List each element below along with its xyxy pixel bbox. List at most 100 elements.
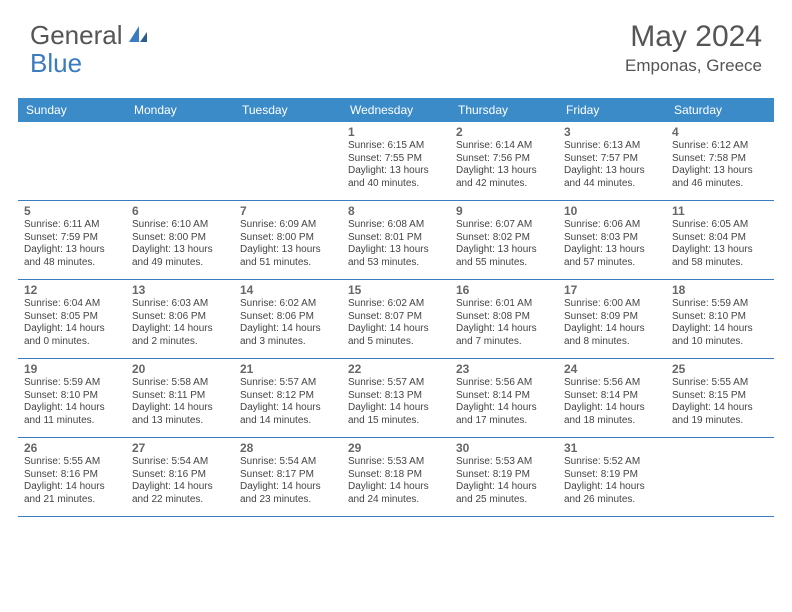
daylight-line: Daylight: 14 hours [24,481,120,494]
sunset-line: Sunset: 8:16 PM [132,469,228,482]
daylight-line: and 55 minutes. [456,257,552,270]
daylight-line: and 26 minutes. [564,494,660,507]
sunrise-line: Sunrise: 5:53 AM [456,456,552,469]
page-header: General May 2024 Emponas, Greece [0,0,792,82]
day-number: 19 [24,362,120,376]
day-cell [18,122,126,200]
day-cell: 9Sunrise: 6:07 AMSunset: 8:02 PMDaylight… [450,201,558,279]
daylight-line: and 3 minutes. [240,336,336,349]
sunrise-line: Sunrise: 5:54 AM [240,456,336,469]
daylight-line: and 46 minutes. [672,178,768,191]
day-cell: 22Sunrise: 5:57 AMSunset: 8:13 PMDayligh… [342,359,450,437]
sunrise-line: Sunrise: 5:56 AM [564,377,660,390]
daylight-line: Daylight: 14 hours [672,323,768,336]
calendar: SundayMondayTuesdayWednesdayThursdayFrid… [0,98,792,517]
daylight-line: Daylight: 14 hours [132,323,228,336]
sunrise-line: Sunrise: 5:59 AM [672,298,768,311]
day-number: 23 [456,362,552,376]
day-cell: 12Sunrise: 6:04 AMSunset: 8:05 PMDayligh… [18,280,126,358]
day-number: 22 [348,362,444,376]
daylight-line: Daylight: 14 hours [132,481,228,494]
daylight-line: and 21 minutes. [24,494,120,507]
weekday-header: Friday [558,98,666,122]
sunrise-line: Sunrise: 5:54 AM [132,456,228,469]
day-cell: 28Sunrise: 5:54 AMSunset: 8:17 PMDayligh… [234,438,342,516]
sunset-line: Sunset: 8:13 PM [348,390,444,403]
sunset-line: Sunset: 7:57 PM [564,153,660,166]
day-number: 6 [132,204,228,218]
weekday-header: Sunday [18,98,126,122]
day-number: 25 [672,362,768,376]
daylight-line: and 51 minutes. [240,257,336,270]
weekday-header: Saturday [666,98,774,122]
week-row: 5Sunrise: 6:11 AMSunset: 7:59 PMDaylight… [18,201,774,280]
daylight-line: and 15 minutes. [348,415,444,428]
sunset-line: Sunset: 8:07 PM [348,311,444,324]
sunrise-line: Sunrise: 5:56 AM [456,377,552,390]
day-number: 27 [132,441,228,455]
day-number: 28 [240,441,336,455]
sunrise-line: Sunrise: 6:01 AM [456,298,552,311]
sunset-line: Sunset: 8:12 PM [240,390,336,403]
daylight-line: Daylight: 14 hours [564,323,660,336]
week-row: 26Sunrise: 5:55 AMSunset: 8:16 PMDayligh… [18,438,774,517]
daylight-line: and 40 minutes. [348,178,444,191]
daylight-line: Daylight: 14 hours [672,402,768,415]
day-number: 21 [240,362,336,376]
day-cell: 30Sunrise: 5:53 AMSunset: 8:19 PMDayligh… [450,438,558,516]
weekday-header: Tuesday [234,98,342,122]
day-number: 20 [132,362,228,376]
sunset-line: Sunset: 8:10 PM [672,311,768,324]
day-cell: 17Sunrise: 6:00 AMSunset: 8:09 PMDayligh… [558,280,666,358]
sunrise-line: Sunrise: 6:04 AM [24,298,120,311]
sunset-line: Sunset: 8:16 PM [24,469,120,482]
day-number: 2 [456,125,552,139]
title-block: May 2024 Emponas, Greece [625,20,762,76]
day-number: 29 [348,441,444,455]
day-number: 11 [672,204,768,218]
day-number: 14 [240,283,336,297]
day-number: 10 [564,204,660,218]
daylight-line: and 7 minutes. [456,336,552,349]
sunset-line: Sunset: 8:19 PM [564,469,660,482]
day-number: 4 [672,125,768,139]
day-cell: 3Sunrise: 6:13 AMSunset: 7:57 PMDaylight… [558,122,666,200]
sunrise-line: Sunrise: 6:13 AM [564,140,660,153]
daylight-line: Daylight: 13 hours [564,244,660,257]
weekday-header: Thursday [450,98,558,122]
day-cell: 8Sunrise: 6:08 AMSunset: 8:01 PMDaylight… [342,201,450,279]
daylight-line: Daylight: 14 hours [456,323,552,336]
sunset-line: Sunset: 7:59 PM [24,232,120,245]
daylight-line: Daylight: 13 hours [348,244,444,257]
sunrise-line: Sunrise: 6:02 AM [240,298,336,311]
day-cell [666,438,774,516]
weekday-header: Wednesday [342,98,450,122]
daylight-line: and 57 minutes. [564,257,660,270]
sunrise-line: Sunrise: 5:57 AM [240,377,336,390]
sunset-line: Sunset: 7:55 PM [348,153,444,166]
day-cell: 6Sunrise: 6:10 AMSunset: 8:00 PMDaylight… [126,201,234,279]
day-number: 1 [348,125,444,139]
day-cell: 24Sunrise: 5:56 AMSunset: 8:14 PMDayligh… [558,359,666,437]
day-cell: 19Sunrise: 5:59 AMSunset: 8:10 PMDayligh… [18,359,126,437]
day-cell: 23Sunrise: 5:56 AMSunset: 8:14 PMDayligh… [450,359,558,437]
sunset-line: Sunset: 8:18 PM [348,469,444,482]
day-cell: 26Sunrise: 5:55 AMSunset: 8:16 PMDayligh… [18,438,126,516]
sunset-line: Sunset: 8:04 PM [672,232,768,245]
day-cell: 2Sunrise: 6:14 AMSunset: 7:56 PMDaylight… [450,122,558,200]
sunrise-line: Sunrise: 6:09 AM [240,219,336,232]
day-cell: 14Sunrise: 6:02 AMSunset: 8:06 PMDayligh… [234,280,342,358]
daylight-line: Daylight: 14 hours [240,402,336,415]
day-number: 18 [672,283,768,297]
daylight-line: Daylight: 14 hours [456,402,552,415]
sunrise-line: Sunrise: 5:59 AM [24,377,120,390]
daylight-line: Daylight: 14 hours [564,402,660,415]
daylight-line: and 19 minutes. [672,415,768,428]
sunrise-line: Sunrise: 6:14 AM [456,140,552,153]
sunrise-line: Sunrise: 6:10 AM [132,219,228,232]
sunrise-line: Sunrise: 6:15 AM [348,140,444,153]
day-number: 16 [456,283,552,297]
daylight-line: and 42 minutes. [456,178,552,191]
day-cell: 16Sunrise: 6:01 AMSunset: 8:08 PMDayligh… [450,280,558,358]
week-row: 12Sunrise: 6:04 AMSunset: 8:05 PMDayligh… [18,280,774,359]
